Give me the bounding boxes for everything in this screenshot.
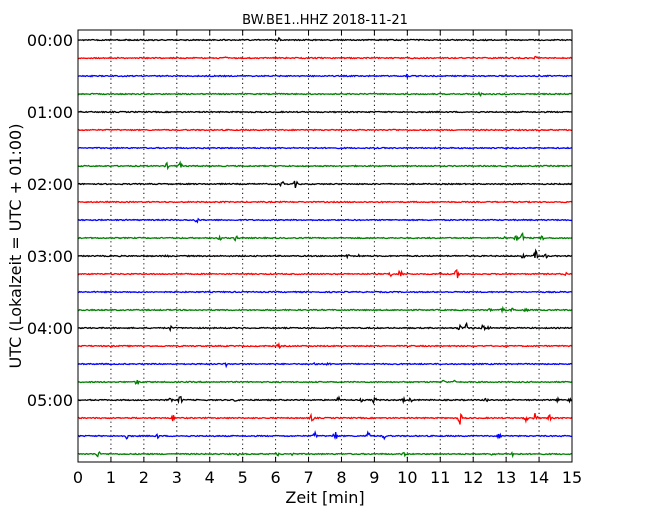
y-tick-labels: 00:00 01:00 02:00 03:00 04:00 05:00 xyxy=(27,31,73,410)
y-tick-label: 04:00 xyxy=(27,319,73,338)
trace-0515 xyxy=(77,412,573,425)
y-tick-label: 02:00 xyxy=(27,175,73,194)
trace-0400 xyxy=(77,321,573,333)
trace-0530 xyxy=(77,430,573,441)
trace-0030 xyxy=(77,73,573,80)
plot-frame xyxy=(77,29,573,463)
trace-0115 xyxy=(77,128,572,132)
x-tick-label: 6 xyxy=(271,468,281,487)
trace-0230 xyxy=(77,217,573,224)
trace-0130 xyxy=(77,146,573,150)
x-tick-label: 13 xyxy=(496,468,516,487)
x-tick-label: 7 xyxy=(303,468,313,487)
trace-0000 xyxy=(77,36,573,43)
trace-0430 xyxy=(77,361,573,369)
axis-ticks xyxy=(77,30,573,462)
x-tick-label: 14 xyxy=(529,468,549,487)
y-tick-label: 01:00 xyxy=(27,103,73,122)
x-tick-label: 10 xyxy=(397,468,417,487)
chart-title: BW.BE1..HHZ 2018-11-21 xyxy=(242,13,408,28)
vertical-gridlines xyxy=(110,30,540,462)
trace-0500 xyxy=(77,395,573,405)
x-tick-label: 4 xyxy=(205,468,215,487)
x-axis-label: Zeit [min] xyxy=(285,488,364,507)
trace-0345 xyxy=(77,305,573,314)
trace-0330 xyxy=(77,290,573,294)
x-tick-label: 3 xyxy=(172,468,182,487)
trace-0245 xyxy=(77,232,573,242)
x-tick-label: 8 xyxy=(336,468,346,487)
x-tick-label: 1 xyxy=(106,468,116,487)
x-tick-label: 11 xyxy=(430,468,450,487)
x-tick-label: 2 xyxy=(139,468,149,487)
trace-0045 xyxy=(77,91,573,98)
y-tick-label: 05:00 xyxy=(27,391,73,410)
x-tick-label: 0 xyxy=(73,468,83,487)
seismogram-traces xyxy=(77,36,573,459)
y-axis-label: UTC (Lokalzeit = UTC + 01:00) xyxy=(6,124,25,369)
trace-0215 xyxy=(77,200,573,204)
x-tick-label: 9 xyxy=(369,468,379,487)
trace-0300 xyxy=(77,248,573,260)
x-tick-label: 12 xyxy=(463,468,483,487)
trace-0100 xyxy=(77,110,573,114)
trace-0545 xyxy=(77,451,573,459)
y-tick-label: 03:00 xyxy=(27,247,73,266)
trace-0200 xyxy=(77,180,573,189)
y-tick-label: 00:00 xyxy=(27,31,73,50)
trace-0145 xyxy=(77,160,573,171)
trace-0015 xyxy=(77,55,573,60)
x-tick-label: 5 xyxy=(238,468,248,487)
trace-0415 xyxy=(77,341,573,350)
x-tick-labels: 0 1 2 3 4 5 6 7 8 9 10 11 12 13 14 15 xyxy=(73,468,582,487)
x-tick-label: 15 xyxy=(562,468,582,487)
trace-0445 xyxy=(77,379,573,385)
trace-0315 xyxy=(77,268,573,279)
